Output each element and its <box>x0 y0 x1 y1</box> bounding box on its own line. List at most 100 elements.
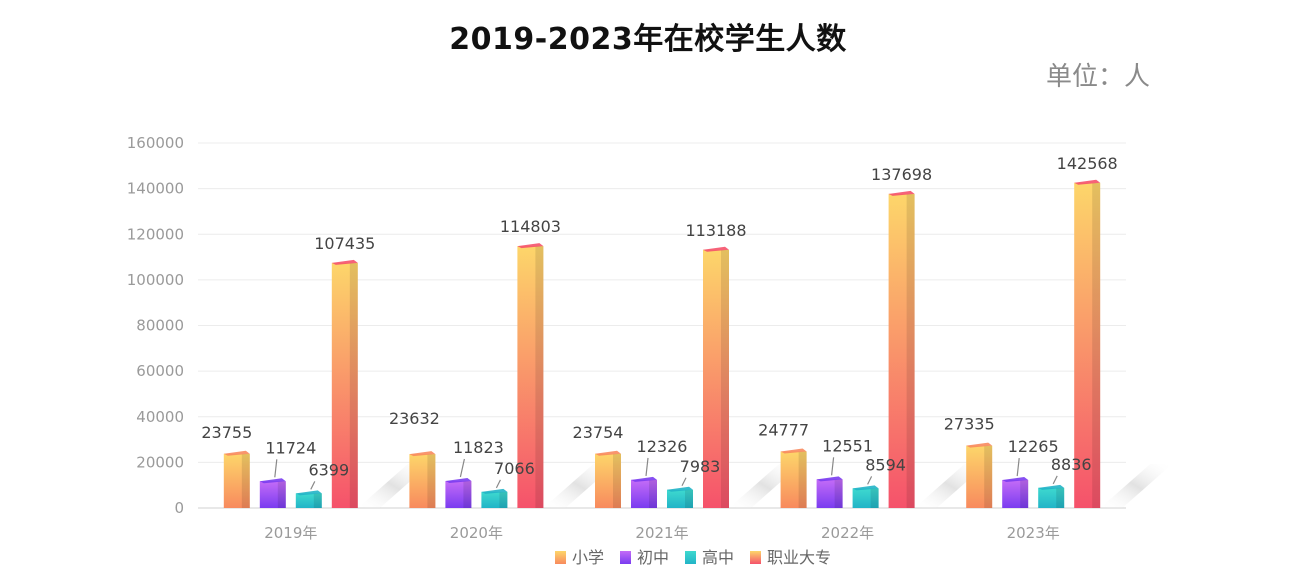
legend-label: 小学 <box>572 548 604 567</box>
data-label: 12326 <box>637 437 688 456</box>
bar-side <box>721 249 729 509</box>
bar-top <box>703 246 729 252</box>
label-leader <box>1052 475 1058 485</box>
data-label: 113188 <box>685 221 746 240</box>
label-leader <box>681 477 687 487</box>
bar-front <box>223 453 250 508</box>
bar-front <box>888 193 915 508</box>
bar-top <box>409 451 436 457</box>
legend-label: 高中 <box>702 548 734 567</box>
bar-top <box>888 190 915 196</box>
bar-top <box>816 476 843 482</box>
bar-side <box>870 488 879 508</box>
bar-front <box>259 481 286 508</box>
data-label: 8836 <box>1051 455 1092 474</box>
y-tick-label: 160000 <box>127 134 184 152</box>
bar <box>966 442 993 508</box>
unit-label: 单位：人 <box>1045 62 1150 92</box>
bar-top <box>1038 484 1065 490</box>
label-leader <box>645 457 649 476</box>
legend-swatch <box>620 551 631 564</box>
bar-front <box>481 491 508 508</box>
bar <box>888 190 915 508</box>
bars-layer <box>223 179 1101 509</box>
bar-front <box>852 488 879 508</box>
data-label: 23754 <box>573 423 624 442</box>
bar-top <box>1074 179 1101 185</box>
label-leader <box>310 481 316 490</box>
data-labels-layer: 23755 23632 23754 24777 27335 11724 11823 12326… <box>201 154 1118 490</box>
bar-side <box>1056 487 1065 508</box>
bar-side <box>535 246 544 508</box>
y-tick-label: 20000 <box>136 453 184 471</box>
legend: 小学 初中 高中 职业大专 <box>555 548 831 567</box>
bar-top <box>259 478 286 484</box>
bar-side <box>499 491 508 508</box>
legend-item[interactable]: 小学 <box>555 548 604 567</box>
bar <box>1074 179 1101 508</box>
chart-title: 2019-2023年在校学生人数 <box>449 22 847 57</box>
x-tick-label: 2023年 <box>1007 524 1060 542</box>
bar-top <box>780 448 807 454</box>
legend-label: 初中 <box>637 548 669 567</box>
bar-front <box>966 445 993 508</box>
bar <box>331 259 358 508</box>
data-label: 27335 <box>944 415 995 434</box>
legend-swatch <box>750 551 761 564</box>
bar-front <box>631 479 657 508</box>
bar-front <box>595 453 621 508</box>
bar <box>667 486 693 508</box>
bar-side <box>313 493 322 508</box>
bar <box>1002 477 1029 508</box>
legend-swatch <box>555 551 566 564</box>
label-leader <box>495 479 501 489</box>
bar-side <box>984 445 993 508</box>
y-tick-label: 60000 <box>136 362 184 380</box>
bar-side <box>798 451 807 508</box>
data-label: 7983 <box>680 457 721 476</box>
bar-shadow <box>1100 464 1173 508</box>
bar <box>517 243 544 508</box>
bar <box>445 478 472 508</box>
bar-front <box>780 451 807 508</box>
legend-item[interactable]: 初中 <box>620 548 669 567</box>
x-tick-label: 2020年 <box>450 524 503 542</box>
bar-front <box>1038 487 1065 508</box>
bar <box>703 246 729 509</box>
bar <box>259 478 286 508</box>
y-tick-label: 0 <box>174 499 184 517</box>
label-leader <box>867 476 873 485</box>
bar-front <box>1002 480 1029 508</box>
x-tick-label: 2019年 <box>264 524 317 542</box>
bar-front <box>517 246 544 508</box>
bar-front <box>445 481 472 508</box>
label-leader <box>459 458 465 478</box>
data-label: 12551 <box>822 436 873 455</box>
bar-side <box>241 453 250 508</box>
data-label: 11724 <box>265 438 316 457</box>
bar <box>595 450 621 508</box>
data-label: 12265 <box>1008 437 1059 456</box>
bar-side <box>685 489 693 508</box>
data-label: 7066 <box>494 459 535 478</box>
legend-item[interactable]: 高中 <box>685 548 734 567</box>
y-tick-label: 100000 <box>127 271 184 289</box>
bar-front <box>409 454 436 508</box>
legend-label: 职业大专 <box>767 548 831 567</box>
bar-top <box>667 486 693 492</box>
bar <box>409 451 436 508</box>
legend-item[interactable]: 职业大专 <box>750 548 831 567</box>
bar <box>780 448 807 508</box>
bar-front <box>295 493 322 508</box>
bar-side <box>906 193 915 508</box>
bar-front <box>331 262 358 508</box>
bar-side <box>649 479 657 508</box>
bar-top <box>295 490 322 496</box>
bar-front <box>816 479 843 508</box>
data-label: 142568 <box>1057 154 1118 173</box>
bar-front <box>703 249 729 509</box>
legend-swatch <box>685 551 696 564</box>
bar-side <box>1020 480 1029 508</box>
bar <box>295 490 322 508</box>
